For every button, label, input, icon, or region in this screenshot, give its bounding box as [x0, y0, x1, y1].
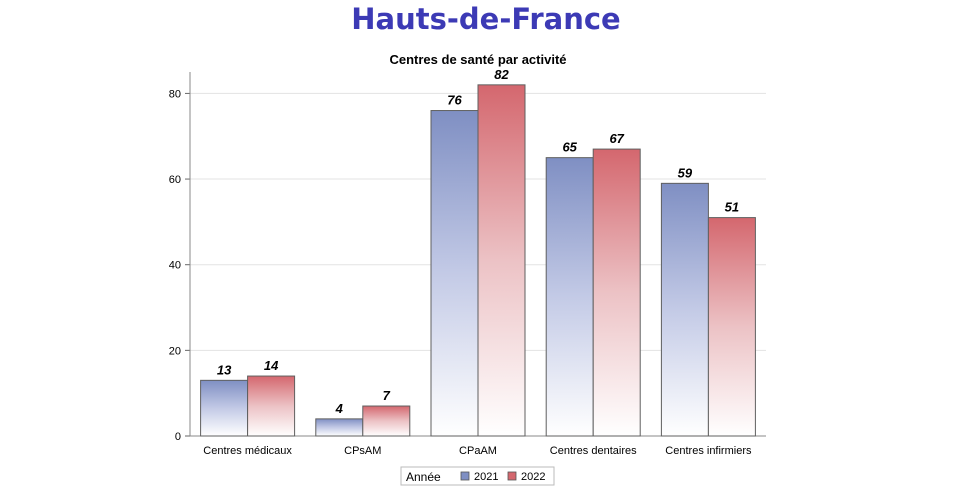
bar-2022	[707, 217, 756, 437]
x-tick-label: CPsAM	[344, 445, 381, 457]
x-tick-label: Centres dentaires	[550, 445, 637, 457]
bar-2021	[315, 418, 364, 437]
bar-2022	[592, 148, 641, 437]
chart-title: Centres de santé par activité	[389, 52, 566, 67]
x-tick-label: Centres infirmiers	[665, 445, 752, 457]
legend-label: 2022	[521, 471, 545, 483]
data-label: 14	[264, 358, 279, 373]
y-tick-label: 60	[169, 174, 181, 186]
data-label: 76	[447, 93, 462, 108]
y-tick-label: 40	[169, 260, 181, 272]
legend-label: 2021	[474, 471, 498, 483]
bar-2021	[545, 157, 594, 437]
x-tick-label: Centres médicaux	[203, 445, 292, 457]
bar-2021	[200, 379, 249, 437]
data-label: 59	[678, 165, 693, 180]
y-tick-label: 0	[175, 431, 181, 443]
bar-2021	[430, 110, 479, 437]
bar-2022	[362, 405, 411, 437]
bar-2021	[660, 182, 709, 437]
data-label: 51	[725, 200, 739, 215]
y-tick-label: 20	[169, 345, 181, 357]
page-title: Hauts-de-France	[351, 2, 621, 36]
data-label: 7	[383, 388, 391, 403]
legend-box	[400, 466, 555, 486]
bar-2022	[247, 375, 296, 437]
data-label: 65	[562, 140, 577, 155]
bar-2022	[477, 84, 526, 437]
data-label: 82	[494, 67, 509, 82]
data-label: 4	[335, 401, 344, 416]
data-label: 67	[609, 131, 624, 146]
legend-swatch	[507, 471, 517, 481]
data-label: 13	[217, 362, 232, 377]
legend-title: Année	[406, 470, 441, 484]
y-tick-label: 80	[169, 88, 181, 100]
x-tick-label: CPaAM	[459, 445, 497, 457]
legend-swatch	[460, 471, 470, 481]
